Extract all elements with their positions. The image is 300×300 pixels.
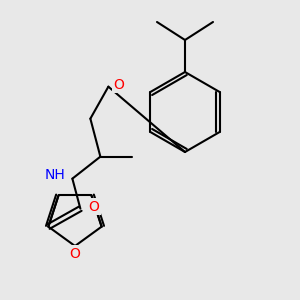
Text: O: O bbox=[70, 247, 80, 261]
Text: O: O bbox=[88, 200, 99, 214]
Text: NH: NH bbox=[45, 168, 65, 182]
Text: O: O bbox=[113, 78, 124, 92]
